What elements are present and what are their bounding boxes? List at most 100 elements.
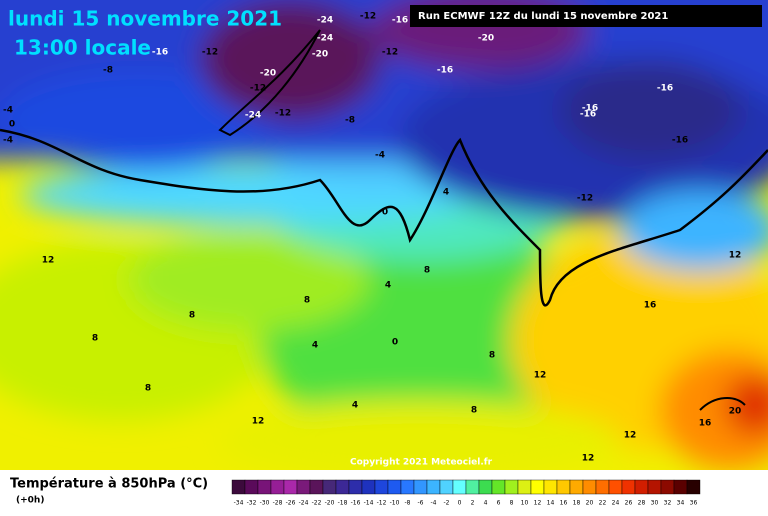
legend-swatch	[673, 479, 688, 495]
isotherm-label: 12	[729, 251, 742, 261]
isotherm-label: 8	[189, 311, 195, 321]
legend-label: 14	[547, 500, 555, 507]
legend-swatch	[491, 479, 506, 495]
legend-label: -24	[299, 500, 309, 507]
isotherm-label: -12	[250, 84, 266, 94]
isotherm-label: -20	[312, 50, 328, 60]
legend-label: -26	[286, 500, 296, 507]
isotherm-label: 12	[624, 431, 637, 441]
legend-label: 4	[484, 500, 488, 507]
legend-label: 0	[458, 500, 462, 507]
title: lundi 15 novembre 2021	[8, 7, 282, 31]
legend-swatch	[621, 479, 636, 495]
legend-swatch	[283, 479, 298, 495]
legend-swatch	[504, 479, 519, 495]
legend-swatch	[413, 479, 428, 495]
isotherm-label: 4	[385, 281, 391, 291]
isotherm-label: 0	[382, 208, 388, 218]
legend-swatch	[244, 479, 259, 495]
isotherm-label: 12	[42, 256, 55, 266]
legend-swatch	[257, 479, 272, 495]
legend-label: -16	[351, 500, 361, 507]
legend-label: 30	[651, 500, 659, 507]
legend-label: 36	[690, 500, 698, 507]
legend-swatch	[634, 479, 649, 495]
legend-swatch	[465, 479, 480, 495]
isotherm-label: -16	[672, 136, 688, 146]
legend-swatch	[231, 479, 246, 495]
isotherm-label: -4	[375, 151, 385, 161]
legend-swatch	[569, 479, 584, 495]
legend-swatch	[439, 479, 454, 495]
legend-label: -10	[390, 500, 400, 507]
legend-label: -34	[234, 500, 244, 507]
legend-label: -14	[364, 500, 374, 507]
legend-label: -8	[405, 500, 411, 507]
run-box	[410, 5, 762, 27]
legend-swatch	[530, 479, 545, 495]
legend-label: -18	[338, 500, 348, 507]
isotherm-label: -24	[317, 34, 333, 44]
run-info: Run ECMWF 12Z du lundi 15 novembre 2021	[418, 11, 668, 22]
isotherm-label: 12	[582, 454, 595, 464]
isotherm-label: 4	[352, 401, 358, 411]
isotherm-label: -12	[202, 48, 218, 58]
isotherm-label: 8	[304, 296, 310, 306]
isotherm-label: 20	[729, 407, 742, 417]
isotherm-label: 16	[644, 301, 657, 311]
legend-swatch	[426, 479, 441, 495]
isotherm-label: -16	[657, 84, 673, 94]
copyright: Copyright 2021 Meteociel.fr	[350, 458, 493, 468]
legend-swatch	[686, 479, 701, 495]
isotherm-label: -16	[582, 104, 598, 114]
legend-swatch	[348, 479, 363, 495]
legend-swatch	[660, 479, 675, 495]
legend-label: 18	[573, 500, 581, 507]
isotherm-label: 0	[392, 338, 398, 348]
legend-swatch	[478, 479, 493, 495]
legend-swatch	[296, 479, 311, 495]
legend-swatch	[400, 479, 415, 495]
legend-label: -4	[431, 500, 437, 507]
legend-swatch	[595, 479, 610, 495]
isotherm-label: -12	[382, 48, 398, 58]
legend-label: 16	[560, 500, 568, 507]
isotherm-label: -12	[577, 194, 593, 204]
legend-label: 8	[510, 500, 514, 507]
legend-label: -6	[418, 500, 424, 507]
legend-label: 34	[677, 500, 685, 507]
legend-swatch	[270, 479, 285, 495]
isotherm-label: -12	[275, 109, 291, 119]
legend-label: -2	[444, 500, 450, 507]
legend-title: Température à 850hPa (°C)	[10, 477, 208, 492]
legend-swatch	[335, 479, 350, 495]
legend-label: 20	[586, 500, 594, 507]
isotherm-label: 8	[489, 351, 495, 361]
legend-step: (+0h)	[16, 496, 44, 506]
isotherm-label: 8	[92, 334, 98, 344]
legend-swatch	[517, 479, 532, 495]
isotherm-label: 4	[443, 188, 449, 198]
legend-label: 24	[612, 500, 620, 507]
isotherm-label: 0	[9, 120, 15, 130]
legend-swatch	[556, 479, 571, 495]
legend-label: 12	[534, 500, 542, 507]
legend-swatch	[361, 479, 376, 495]
isotherm-label: -8	[345, 116, 355, 126]
legend-label: -28	[273, 500, 283, 507]
isotherm-label: -12	[360, 12, 376, 22]
legend-label: -12	[377, 500, 387, 507]
isotherm-label: 16	[699, 419, 712, 429]
isotherm-label: -16	[392, 16, 408, 26]
legend-label: 6	[497, 500, 501, 507]
isotherm-label: -16	[580, 110, 596, 120]
isotherm-label: 12	[534, 371, 547, 381]
isotherm-label: -24	[245, 111, 261, 121]
subtitle: 13:00 locale	[14, 36, 151, 60]
legend-label: 10	[521, 500, 529, 507]
isotherm-label: -4	[3, 106, 13, 116]
isotherm-label: 4	[312, 341, 318, 351]
isotherm-label: -4	[3, 136, 13, 146]
legend: -34 -32 -30 -28 -26 -24 -22 -20 -18 -16 -14 -12 -10-…	[231, 479, 701, 507]
legend-swatch	[374, 479, 389, 495]
